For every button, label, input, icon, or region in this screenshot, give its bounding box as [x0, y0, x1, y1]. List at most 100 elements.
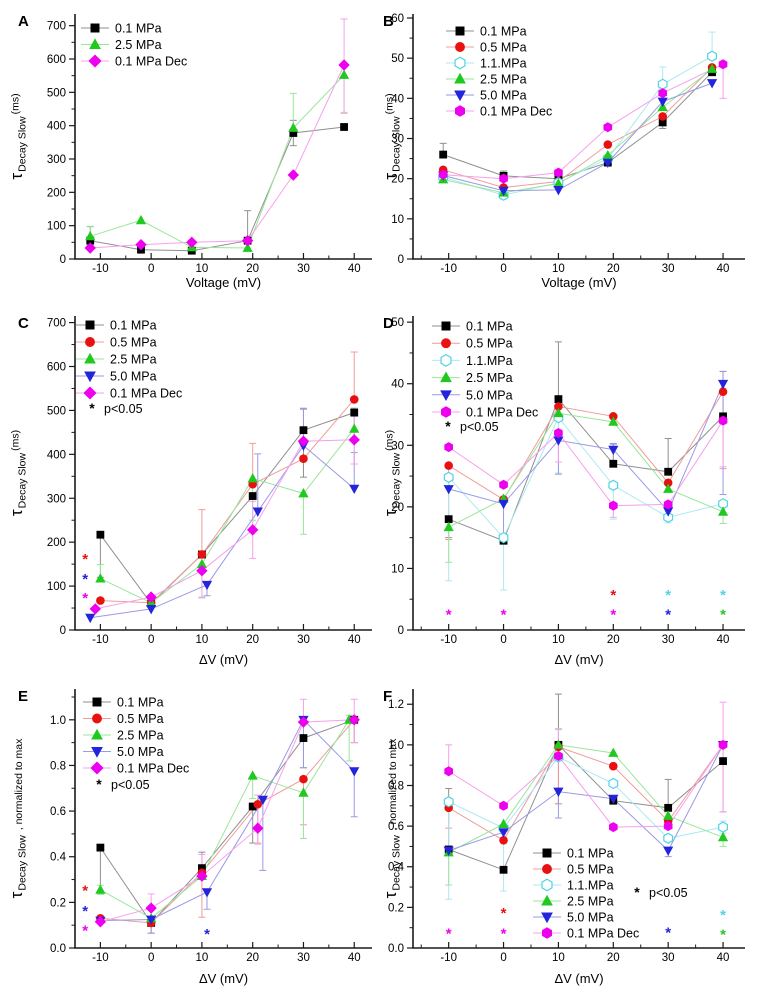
svg-text:0.5 MPa: 0.5 MPa: [466, 337, 513, 351]
svg-text:0.2: 0.2: [388, 902, 404, 914]
svg-text:30: 30: [662, 952, 675, 964]
svg-text:20: 20: [607, 634, 620, 646]
svg-text:-10: -10: [92, 263, 109, 275]
svg-text:0.1 MPa: 0.1 MPa: [567, 847, 614, 861]
svg-text:*: *: [446, 607, 452, 624]
svg-text:0.8: 0.8: [388, 780, 404, 792]
svg-text:40: 40: [348, 263, 361, 275]
svg-text:400: 400: [47, 449, 66, 461]
svg-text:*: *: [82, 903, 88, 920]
svg-text:30: 30: [391, 134, 404, 146]
svg-text:*: *: [665, 924, 671, 941]
panel-C: -10 0 10 20 30 40 0 100 200 300 400 500 600 700 ΔV (mV…: [0, 292, 375, 672]
svg-text:700: 700: [47, 21, 66, 33]
svg-text:300: 300: [47, 493, 66, 505]
svg-text:0.6: 0.6: [388, 821, 404, 833]
svg-text:*: *: [720, 587, 726, 604]
svg-text:20: 20: [607, 952, 620, 964]
svg-text:2.5 MPa: 2.5 MPa: [117, 729, 164, 743]
svg-text:0: 0: [398, 625, 404, 637]
svg-text:10: 10: [552, 952, 565, 964]
svg-text:p<0.05: p<0.05: [649, 886, 688, 900]
panel-E-chart: -10 0 10 20 30 40 0.0 0.2 0.4 0.6 0.8 1.0 ΔV (mV) τDe…: [7, 688, 372, 986]
svg-text:20: 20: [246, 634, 259, 646]
svg-text:0.6: 0.6: [50, 806, 66, 818]
svg-text:40: 40: [391, 93, 404, 105]
svg-text:0.1 MPa: 0.1 MPa: [117, 696, 164, 710]
svg-text:*: *: [82, 571, 88, 588]
svg-text:0.0: 0.0: [388, 943, 404, 955]
svg-text:-10: -10: [92, 952, 109, 964]
svg-text:C: C: [18, 315, 29, 332]
svg-text:*: *: [665, 587, 671, 604]
svg-text:*: *: [445, 418, 451, 434]
svg-text:τDecay Slow(ms): τDecay Slow(ms): [381, 430, 403, 516]
svg-text:*: *: [82, 922, 88, 939]
svg-text:*: *: [720, 907, 726, 924]
svg-text:600: 600: [47, 54, 66, 66]
svg-text:-10: -10: [440, 952, 457, 964]
svg-text:0.1 MPa Dec: 0.1 MPa Dec: [466, 406, 538, 420]
svg-text:5.0 MPa: 5.0 MPa: [567, 911, 614, 925]
svg-text:600: 600: [47, 362, 66, 374]
svg-text:0.0: 0.0: [50, 943, 66, 955]
svg-text:30: 30: [297, 263, 310, 275]
svg-text:5.0 MPa: 5.0 MPa: [117, 745, 164, 759]
svg-text:0.5 MPa: 0.5 MPa: [110, 336, 157, 350]
svg-text:10: 10: [552, 634, 565, 646]
svg-text:τDecay Slow(ms): τDecay Slow(ms): [7, 93, 29, 179]
svg-text:30: 30: [662, 263, 675, 275]
svg-text:1.2: 1.2: [388, 699, 404, 711]
svg-text:100: 100: [47, 581, 66, 593]
panel-F-chart: -10 0 10 20 30 40 0.0 0.2 0.4 0.6 0.8 1.0 1.2 ΔV (mV)…: [381, 688, 745, 986]
svg-text:0.4: 0.4: [388, 862, 405, 874]
svg-text:p<0.05: p<0.05: [104, 402, 143, 416]
svg-text:0.1 MPa Dec: 0.1 MPa Dec: [567, 927, 639, 941]
svg-text:0: 0: [500, 263, 506, 275]
svg-text:40: 40: [717, 263, 730, 275]
svg-text:400: 400: [47, 121, 66, 133]
svg-text:1.1.MPa: 1.1.MPa: [567, 879, 614, 893]
svg-text:30: 30: [297, 634, 310, 646]
svg-text:0: 0: [148, 952, 154, 964]
svg-text:40: 40: [391, 379, 404, 391]
svg-text:0: 0: [148, 263, 154, 275]
svg-text:-10: -10: [92, 634, 109, 646]
svg-text:0.1 MPa: 0.1 MPa: [466, 320, 513, 334]
svg-text:*: *: [82, 882, 88, 899]
svg-text:1.1.MPa: 1.1.MPa: [466, 354, 513, 368]
svg-text:τDecay Slow , normalized to ma: τDecay Slow , normalized to max: [381, 738, 403, 898]
svg-text:2.5 MPa: 2.5 MPa: [567, 895, 614, 909]
svg-text:0.8: 0.8: [50, 760, 66, 772]
svg-text:0: 0: [60, 254, 66, 266]
svg-text:p<0.05: p<0.05: [111, 778, 150, 792]
svg-text:1.1.MPa: 1.1.MPa: [480, 57, 527, 71]
svg-text:10: 10: [391, 563, 404, 575]
svg-text:10: 10: [196, 263, 209, 275]
svg-text:ΔV (mV): ΔV (mV): [554, 971, 603, 986]
svg-text:40: 40: [717, 634, 730, 646]
svg-text:F: F: [383, 688, 392, 705]
svg-text:0.2: 0.2: [50, 897, 66, 909]
svg-text:*: *: [96, 776, 102, 792]
svg-text:5.0 MPa: 5.0 MPa: [466, 388, 513, 402]
svg-text:30: 30: [662, 634, 675, 646]
svg-text:20: 20: [246, 952, 259, 964]
svg-text:*: *: [89, 400, 95, 416]
svg-text:E: E: [18, 688, 28, 705]
panel-A: -10 0 10 20 30 40 0 100 200 300 400 500 600 700 Voltag…: [0, 0, 375, 292]
svg-text:*: *: [634, 884, 640, 900]
svg-text:40: 40: [717, 952, 730, 964]
panel-D: -10 0 10 20 30 40 0 10 20 30 40 50 ΔV (mV) τDecay Slo…: [375, 292, 767, 672]
svg-text:0.5 MPa: 0.5 MPa: [567, 863, 614, 877]
svg-text:10: 10: [196, 634, 209, 646]
svg-text:2.5 MPa: 2.5 MPa: [466, 371, 513, 385]
svg-text:τDecay Slow , normalized to ma: τDecay Slow , normalized to max: [7, 738, 29, 898]
svg-text:*: *: [501, 607, 507, 624]
svg-text:*: *: [720, 926, 726, 943]
svg-text:0: 0: [500, 634, 506, 646]
svg-text:500: 500: [47, 87, 66, 99]
svg-text:*: *: [501, 925, 507, 942]
